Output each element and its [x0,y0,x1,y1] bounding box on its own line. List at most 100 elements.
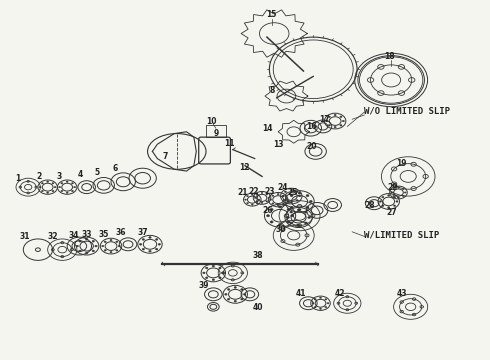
Circle shape [272,203,274,204]
Circle shape [227,289,230,291]
Text: 30: 30 [276,225,286,234]
Circle shape [393,195,394,197]
Circle shape [219,267,221,269]
Circle shape [298,192,301,194]
Text: 12: 12 [239,163,249,172]
Text: 43: 43 [396,289,407,298]
Circle shape [118,245,121,247]
Circle shape [39,186,41,188]
Circle shape [149,250,151,252]
Text: 18: 18 [384,52,395,61]
Circle shape [267,215,270,217]
Circle shape [251,204,253,205]
Circle shape [290,222,293,224]
Circle shape [102,245,104,247]
Circle shape [224,293,227,295]
Text: 19: 19 [396,159,407,168]
Bar [206,125,225,137]
Text: 8: 8 [270,86,275,95]
Circle shape [284,199,287,201]
Circle shape [277,193,279,195]
Circle shape [92,250,95,252]
Circle shape [308,216,311,219]
Circle shape [393,196,395,198]
Text: 29: 29 [387,183,397,192]
Circle shape [314,306,316,308]
Circle shape [241,289,243,291]
Circle shape [85,238,88,240]
Circle shape [290,194,293,197]
Circle shape [95,245,97,247]
Circle shape [158,243,161,245]
Circle shape [221,272,224,274]
Circle shape [393,188,394,190]
Circle shape [116,241,118,243]
Circle shape [278,224,282,226]
Circle shape [382,196,384,198]
Circle shape [388,207,390,208]
Text: 1: 1 [15,174,20,183]
Circle shape [270,221,273,223]
Text: 16: 16 [307,122,317,131]
Circle shape [287,221,290,223]
Text: 23: 23 [264,187,274,196]
Text: 4: 4 [78,170,83,179]
Text: 33: 33 [81,230,92,239]
Circle shape [47,181,49,183]
Text: 2: 2 [37,172,42,181]
Circle shape [298,195,300,197]
Circle shape [327,302,329,304]
Text: 25: 25 [287,188,297,197]
Circle shape [212,265,215,267]
Text: 13: 13 [273,140,283,149]
Circle shape [296,191,298,193]
Circle shape [110,239,112,241]
Circle shape [155,248,158,250]
Text: 34: 34 [68,231,79,240]
Circle shape [270,199,271,201]
Circle shape [104,249,106,251]
Circle shape [277,204,279,206]
Circle shape [297,224,300,226]
Circle shape [52,190,54,192]
Circle shape [319,297,321,298]
Circle shape [328,116,330,118]
Text: 26: 26 [263,206,273,215]
Text: 3: 3 [56,172,62,181]
Text: 5: 5 [95,168,100,177]
Circle shape [290,201,293,203]
Circle shape [343,120,344,122]
Circle shape [290,189,293,191]
Text: 38: 38 [253,251,264,260]
Circle shape [306,194,309,197]
Text: 35: 35 [98,230,109,239]
Circle shape [139,243,142,245]
Circle shape [319,308,321,310]
Circle shape [52,183,54,184]
Circle shape [79,250,81,252]
Circle shape [404,192,406,193]
Circle shape [328,125,330,126]
Circle shape [396,201,398,202]
Circle shape [284,191,287,193]
Circle shape [305,211,307,213]
Circle shape [72,183,74,184]
Circle shape [110,251,112,253]
Circle shape [234,287,237,288]
Text: 31: 31 [20,232,30,241]
Circle shape [219,277,221,279]
Circle shape [256,194,258,195]
Circle shape [306,206,309,208]
Circle shape [256,201,258,202]
Circle shape [227,298,230,300]
Circle shape [309,201,312,203]
Circle shape [104,241,106,243]
Circle shape [297,209,300,211]
Circle shape [325,306,327,308]
Circle shape [76,245,78,247]
Circle shape [149,237,151,238]
Circle shape [282,195,284,197]
Circle shape [272,195,274,197]
Text: 42: 42 [335,289,345,298]
Circle shape [314,299,316,300]
